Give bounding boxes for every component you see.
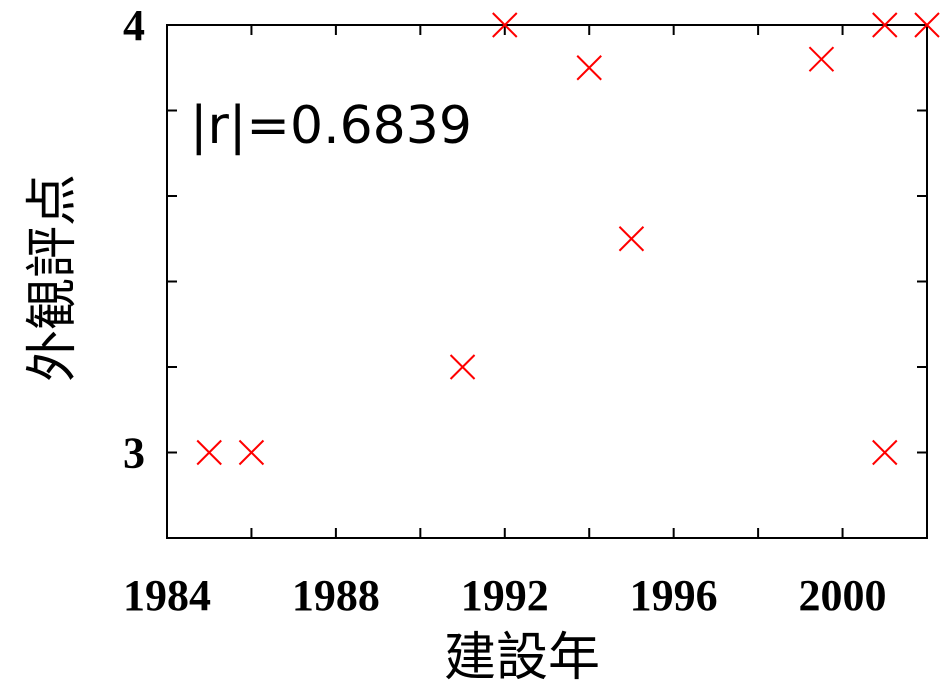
point — [576, 55, 602, 81]
point — [808, 46, 835, 72]
x-axis-label: 建設年 — [444, 628, 600, 687]
x-tick-label: 1984 — [123, 571, 211, 620]
x-tick-label: 1992 — [461, 571, 549, 620]
point — [196, 439, 222, 466]
x-tick-label: 1988 — [292, 571, 380, 620]
point — [449, 354, 476, 380]
annotation: |r|=0.6839 — [190, 96, 472, 156]
y-axis-label: 外観評点 — [23, 174, 83, 382]
y-tick-label: 4 — [123, 1, 145, 50]
point — [872, 12, 898, 38]
point — [914, 12, 940, 38]
x-tick-label: 1996 — [630, 571, 718, 620]
point — [238, 439, 265, 466]
point — [872, 439, 898, 466]
x-tick-label: 2000 — [799, 571, 887, 620]
point — [492, 12, 518, 38]
y-tick-label: 3 — [123, 429, 145, 478]
point — [618, 226, 645, 252]
